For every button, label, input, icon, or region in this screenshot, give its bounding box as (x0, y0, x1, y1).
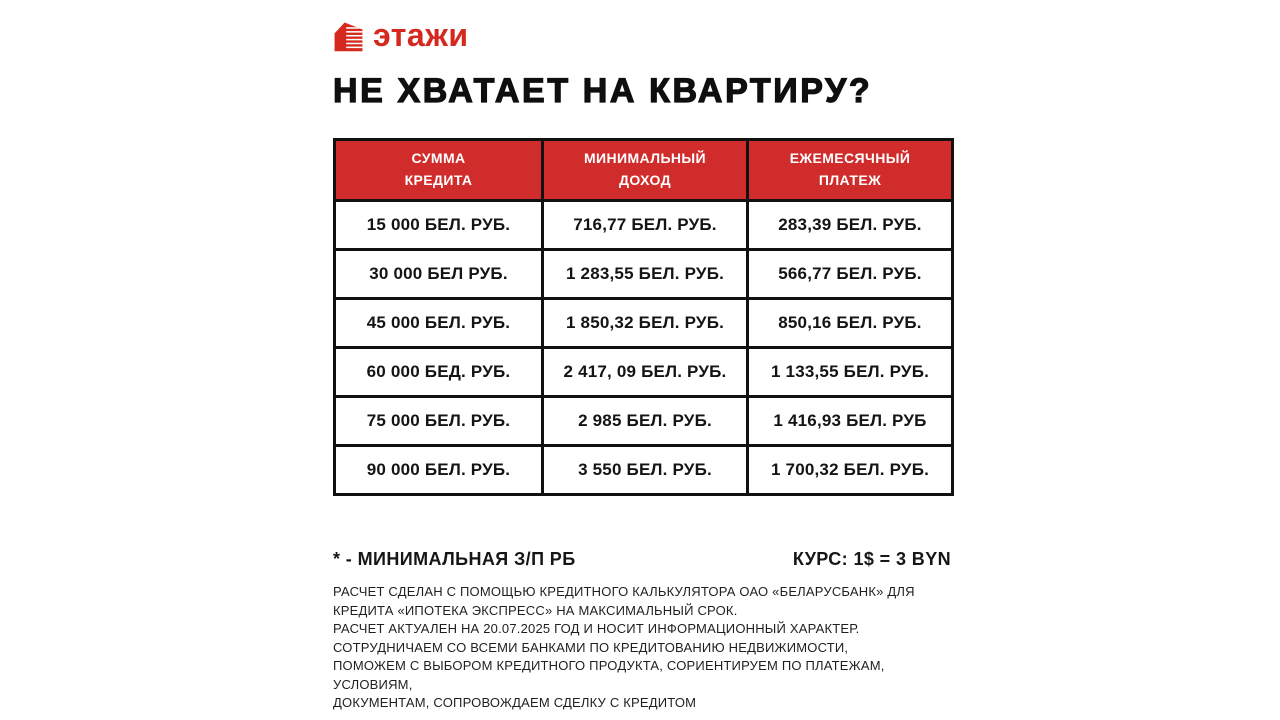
table-row: 60 000 БЕД. РУБ. 2 417, 09 БЕЛ. РУБ. 1 1… (333, 346, 954, 398)
disclaimer-line: РАСЧЕТ СДЕЛАН С ПОМОЩЬЮ КРЕДИТНОГО КАЛЬК… (333, 584, 915, 599)
cell-min-income: 2 985 БЕЛ. РУБ. (541, 395, 749, 447)
cell-min-income: 1 850,32 БЕЛ. РУБ. (541, 297, 749, 349)
brand-logo: этажи (333, 18, 469, 54)
footnotes-row: * - МИНИМАЛЬНАЯ З/П РБ КУРС: 1$ = 3 BYN (333, 549, 951, 570)
disclaimer-line: ПОМОЖЕМ С ВЫБОРОМ КРЕДИТНОГО ПРОДУКТА, С… (333, 658, 885, 673)
cell-credit-sum: 30 000 БЕЛ РУБ. (333, 248, 544, 300)
cell-monthly-payment: 283,39 БЕЛ. РУБ. (746, 199, 954, 251)
cell-monthly-payment: 1 416,93 БЕЛ. РУБ (746, 395, 954, 447)
cell-min-income: 3 550 БЕЛ. РУБ. (541, 444, 749, 496)
cell-credit-sum: 90 000 БЕЛ. РУБ. (333, 444, 544, 496)
cell-min-income: 716,77 БЕЛ. РУБ. (541, 199, 749, 251)
logo-text: этажи (373, 17, 469, 53)
header-monthly-payment: ЕЖЕМЕСЯЧНЫЙ ПЛАТЕЖ (746, 138, 954, 202)
table-row: 75 000 БЕЛ. РУБ. 2 985 БЕЛ. РУБ. 1 416,9… (333, 395, 954, 447)
cell-credit-sum: 75 000 БЕЛ. РУБ. (333, 395, 544, 447)
cell-credit-sum: 45 000 БЕЛ. РУБ. (333, 297, 544, 349)
table-row: 30 000 БЕЛ РУБ. 1 283,55 БЕЛ. РУБ. 566,7… (333, 248, 954, 300)
exchange-rate-note: КУРС: 1$ = 3 BYN (792, 549, 951, 569)
table-row: 15 000 БЕЛ. РУБ. 716,77 БЕЛ. РУБ. 283,39… (333, 199, 954, 251)
page-title: НЕ ХВАТАЕТ НА КВАРТИРУ? (332, 71, 873, 110)
disclaimer-line: СОТРУДНИЧАЕМ СО ВСЕМИ БАНКАМИ ПО КРЕДИТО… (333, 639, 849, 655)
header-min-income: МИНИМАЛЬНЫЙ ДОХОД (541, 138, 749, 202)
table-header-row: СУММА КРЕДИТА МИНИМАЛЬНЫЙ ДОХОД ЕЖЕМЕСЯЧ… (333, 138, 954, 202)
cell-credit-sum: 60 000 БЕД. РУБ. (333, 346, 544, 398)
cell-monthly-payment: 1 700,32 БЕЛ. РУБ. (746, 444, 954, 496)
cell-monthly-payment: 850,16 БЕЛ. РУБ. (746, 297, 954, 349)
table-row: 90 000 БЕЛ. РУБ. 3 550 БЕЛ. РУБ. 1 700,3… (333, 444, 954, 496)
credit-table-wrap: СУММА КРЕДИТА МИНИМАЛЬНЫЙ ДОХОД ЕЖЕМЕСЯЧ… (333, 138, 954, 496)
credit-table: СУММА КРЕДИТА МИНИМАЛЬНЫЙ ДОХОД ЕЖЕМЕСЯЧ… (333, 138, 954, 496)
cell-min-income: 1 283,55 БЕЛ. РУБ. (541, 248, 749, 300)
house-floors-icon (333, 20, 364, 53)
table-row: 45 000 БЕЛ. РУБ. 1 850,32 БЕЛ. РУБ. 850,… (333, 297, 954, 349)
cell-monthly-payment: 566,77 БЕЛ. РУБ. (746, 248, 954, 300)
cell-min-income: 2 417, 09 БЕЛ. РУБ. (541, 346, 749, 398)
cell-credit-sum: 15 000 БЕЛ. РУБ. (333, 199, 544, 251)
disclaimer-line: РАСЧЕТ АКТУАЛЕН НА 20.07.2025 ГОД И НОСИ… (333, 621, 860, 636)
cell-monthly-payment: 1 133,55 БЕЛ. РУБ. (746, 346, 954, 398)
disclaimer: РАСЧЕТ СДЕЛАН С ПОМОЩЬЮ КРЕДИТНОГО КАЛЬК… (333, 583, 951, 713)
header-credit-sum: СУММА КРЕДИТА (333, 138, 544, 202)
disclaimer-line: ДОКУМЕНТАМ, СОПРОВОЖДАЕМ СДЕЛКУ С КРЕДИТ… (333, 695, 697, 710)
disclaimer-line: КРЕДИТА «ИПОТЕКА ЭКСПРЕСС» НА МАКСИМАЛЬН… (333, 602, 738, 618)
disclaimer-line: УСЛОВИЯМ, (333, 676, 413, 692)
min-salary-note: * - МИНИМАЛЬНАЯ З/П РБ (333, 549, 576, 569)
